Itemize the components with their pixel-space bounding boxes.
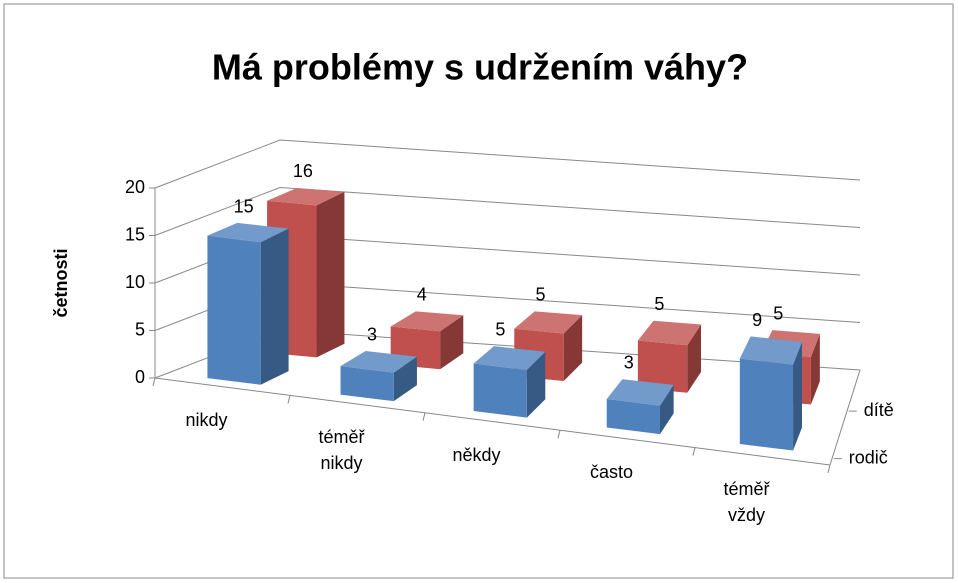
bar-side: [440, 315, 464, 370]
bar: [207, 222, 289, 385]
x-axis: [154, 377, 831, 466]
y-tick-label: 10: [125, 272, 145, 292]
bar-top: [637, 320, 701, 346]
bar-side: [793, 342, 802, 451]
value-label: 5: [536, 285, 546, 305]
bar-top: [739, 336, 802, 366]
bar-top: [606, 379, 674, 406]
bar-top: [390, 311, 464, 332]
grid-line: [154, 139, 861, 189]
value-label: 5: [773, 303, 783, 323]
bar: [340, 351, 417, 402]
y-tick-label: 20: [125, 177, 145, 197]
x-tick: [422, 412, 426, 421]
bar-top: [340, 351, 417, 373]
bar-top: [514, 311, 583, 334]
value-label: 5: [654, 294, 664, 314]
bar-side: [316, 191, 345, 358]
z-axis: [829, 369, 861, 466]
bar: [606, 379, 674, 435]
x-tick-label: téměř vždy: [723, 479, 770, 526]
x-tick: [692, 447, 696, 456]
value-label: 5: [495, 320, 505, 340]
value-label: 3: [624, 353, 634, 373]
x-tick-label: někdy: [452, 444, 501, 465]
bar-top: [473, 346, 546, 371]
z-tick-label: dítě: [864, 400, 894, 420]
y-tick-label: 15: [125, 224, 145, 244]
bar-front: [340, 366, 394, 402]
x-tick: [152, 377, 156, 387]
x-tick-label: téměř nikdy: [318, 427, 365, 474]
bar-front: [739, 358, 794, 451]
chart-title: Má problémy s udržením váhy?: [212, 47, 748, 88]
value-label: 3: [367, 324, 377, 344]
bar-top: [207, 222, 289, 243]
bar-side: [810, 333, 820, 405]
grid-line: [154, 186, 861, 236]
bar: [739, 336, 802, 451]
y-axis-label: četnosti: [51, 248, 71, 317]
value-label: 9: [752, 310, 762, 330]
bar: [637, 320, 701, 393]
bar-side: [526, 351, 546, 418]
bar-side: [659, 384, 674, 435]
bar-side: [563, 315, 583, 381]
bar-side: [393, 356, 417, 402]
bar-top: [267, 188, 345, 206]
value-label: 4: [417, 285, 427, 305]
z-tick-label: rodič: [849, 447, 888, 467]
x-tick-label: nikdy: [185, 409, 228, 430]
bar-front: [606, 399, 660, 435]
value-label: 16: [293, 161, 313, 181]
bar-front: [207, 235, 261, 385]
x-tick-label: často: [589, 461, 634, 482]
y-tick-label: 0: [135, 367, 145, 387]
bar-side: [687, 324, 701, 393]
x-tick: [557, 430, 561, 439]
bar: [473, 346, 546, 418]
value-label: 15: [234, 196, 254, 216]
bar-front: [637, 340, 688, 393]
bar-side: [260, 228, 289, 385]
x-tick: [287, 395, 291, 404]
chart-border: [3, 3, 954, 579]
x-tick: [827, 464, 831, 474]
bar-front: [473, 363, 527, 418]
y-tick-label: 5: [135, 319, 145, 339]
